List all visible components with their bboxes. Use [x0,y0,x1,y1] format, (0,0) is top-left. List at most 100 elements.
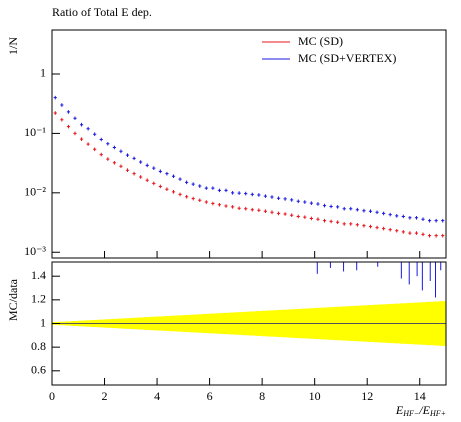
data-point [362,223,366,228]
data-point [171,190,176,194]
data-point [336,220,340,225]
data-point [355,222,359,227]
y-tick-label: 0.8 [31,339,46,353]
data-point [342,222,346,226]
data-point [230,191,235,195]
data-point [362,208,366,213]
data-point [395,228,399,233]
data-point [145,163,149,168]
data-point [316,217,320,221]
data-point [230,205,235,209]
data-point [408,215,412,220]
data-point [119,149,123,154]
data-point [244,191,248,196]
data-point [427,233,432,238]
data-point [329,204,333,209]
data-point [434,233,438,238]
data-point [244,206,248,211]
data-point [73,131,77,136]
x-tick-label: 10 [309,389,321,403]
data-point [53,95,57,100]
y-tick-label: 10⁻¹ [24,125,46,139]
data-point [421,217,425,221]
data-point [263,209,268,214]
data-point [303,215,307,219]
data-point [152,181,156,186]
data-point [401,214,405,219]
data-point [204,200,208,204]
data-point [434,218,438,223]
data-point [237,206,241,211]
data-point [349,222,353,226]
data-point [375,210,379,215]
data-point [165,187,169,192]
x-label-part: HF+ [429,409,446,418]
data-point [185,194,189,199]
data-point [263,194,268,198]
data-point [270,210,274,215]
data-point [217,202,222,207]
data-point [309,201,313,205]
x-tick-label: 2 [102,389,108,403]
data-point [316,202,320,206]
data-point [204,186,208,190]
data-point [93,147,97,152]
data-point [349,206,353,211]
data-point [112,161,116,165]
data-point [198,184,202,188]
data-point [441,233,445,238]
y-axis-label: 1/N [6,37,20,55]
x-label-part: / [418,403,424,417]
data-point [66,110,71,114]
legend-label: MC (SD) [298,34,343,48]
data-point [119,164,123,169]
y-axis-label: MC/data [6,278,20,321]
data-point [309,216,313,221]
y-tick-label: 1 [40,66,46,80]
data-point [132,156,136,161]
data-point [152,166,156,170]
data-point [99,137,103,142]
y-tick-label: 10⁻² [24,185,46,199]
data-point [290,198,294,202]
data-point [211,186,215,190]
data-point [408,231,412,235]
y-tick-label: 1.4 [31,268,46,282]
data-point [86,142,90,146]
x-tick-label: 6 [207,389,213,403]
data-point [283,212,287,216]
y-tick-label: 10⁻³ [24,244,46,258]
data-point [322,203,327,208]
data-point [60,117,64,122]
data-point [125,168,130,173]
data-point [60,103,64,107]
data-point [53,111,57,115]
data-point [257,208,261,212]
data-point [276,211,281,216]
data-point [296,199,300,204]
data-point [388,227,392,232]
data-point [224,188,228,193]
data-point [158,169,162,174]
data-point [93,132,97,136]
data-point [139,175,143,179]
y-tick-label: 1 [40,315,46,329]
data-point [99,152,103,157]
plot-frame [51,29,447,259]
x-tick-label: 8 [259,389,265,403]
data-point [132,171,136,176]
data-point [224,204,228,208]
data-point [382,211,386,216]
data-point [270,195,274,199]
data-point [237,191,241,195]
data-point [185,180,189,185]
data-point [368,209,373,214]
data-point [382,226,386,231]
data-point [414,231,419,235]
data-point [388,212,392,217]
data-point [250,207,254,212]
data-point [171,174,176,179]
data-point [217,188,222,193]
data-point [336,205,340,209]
